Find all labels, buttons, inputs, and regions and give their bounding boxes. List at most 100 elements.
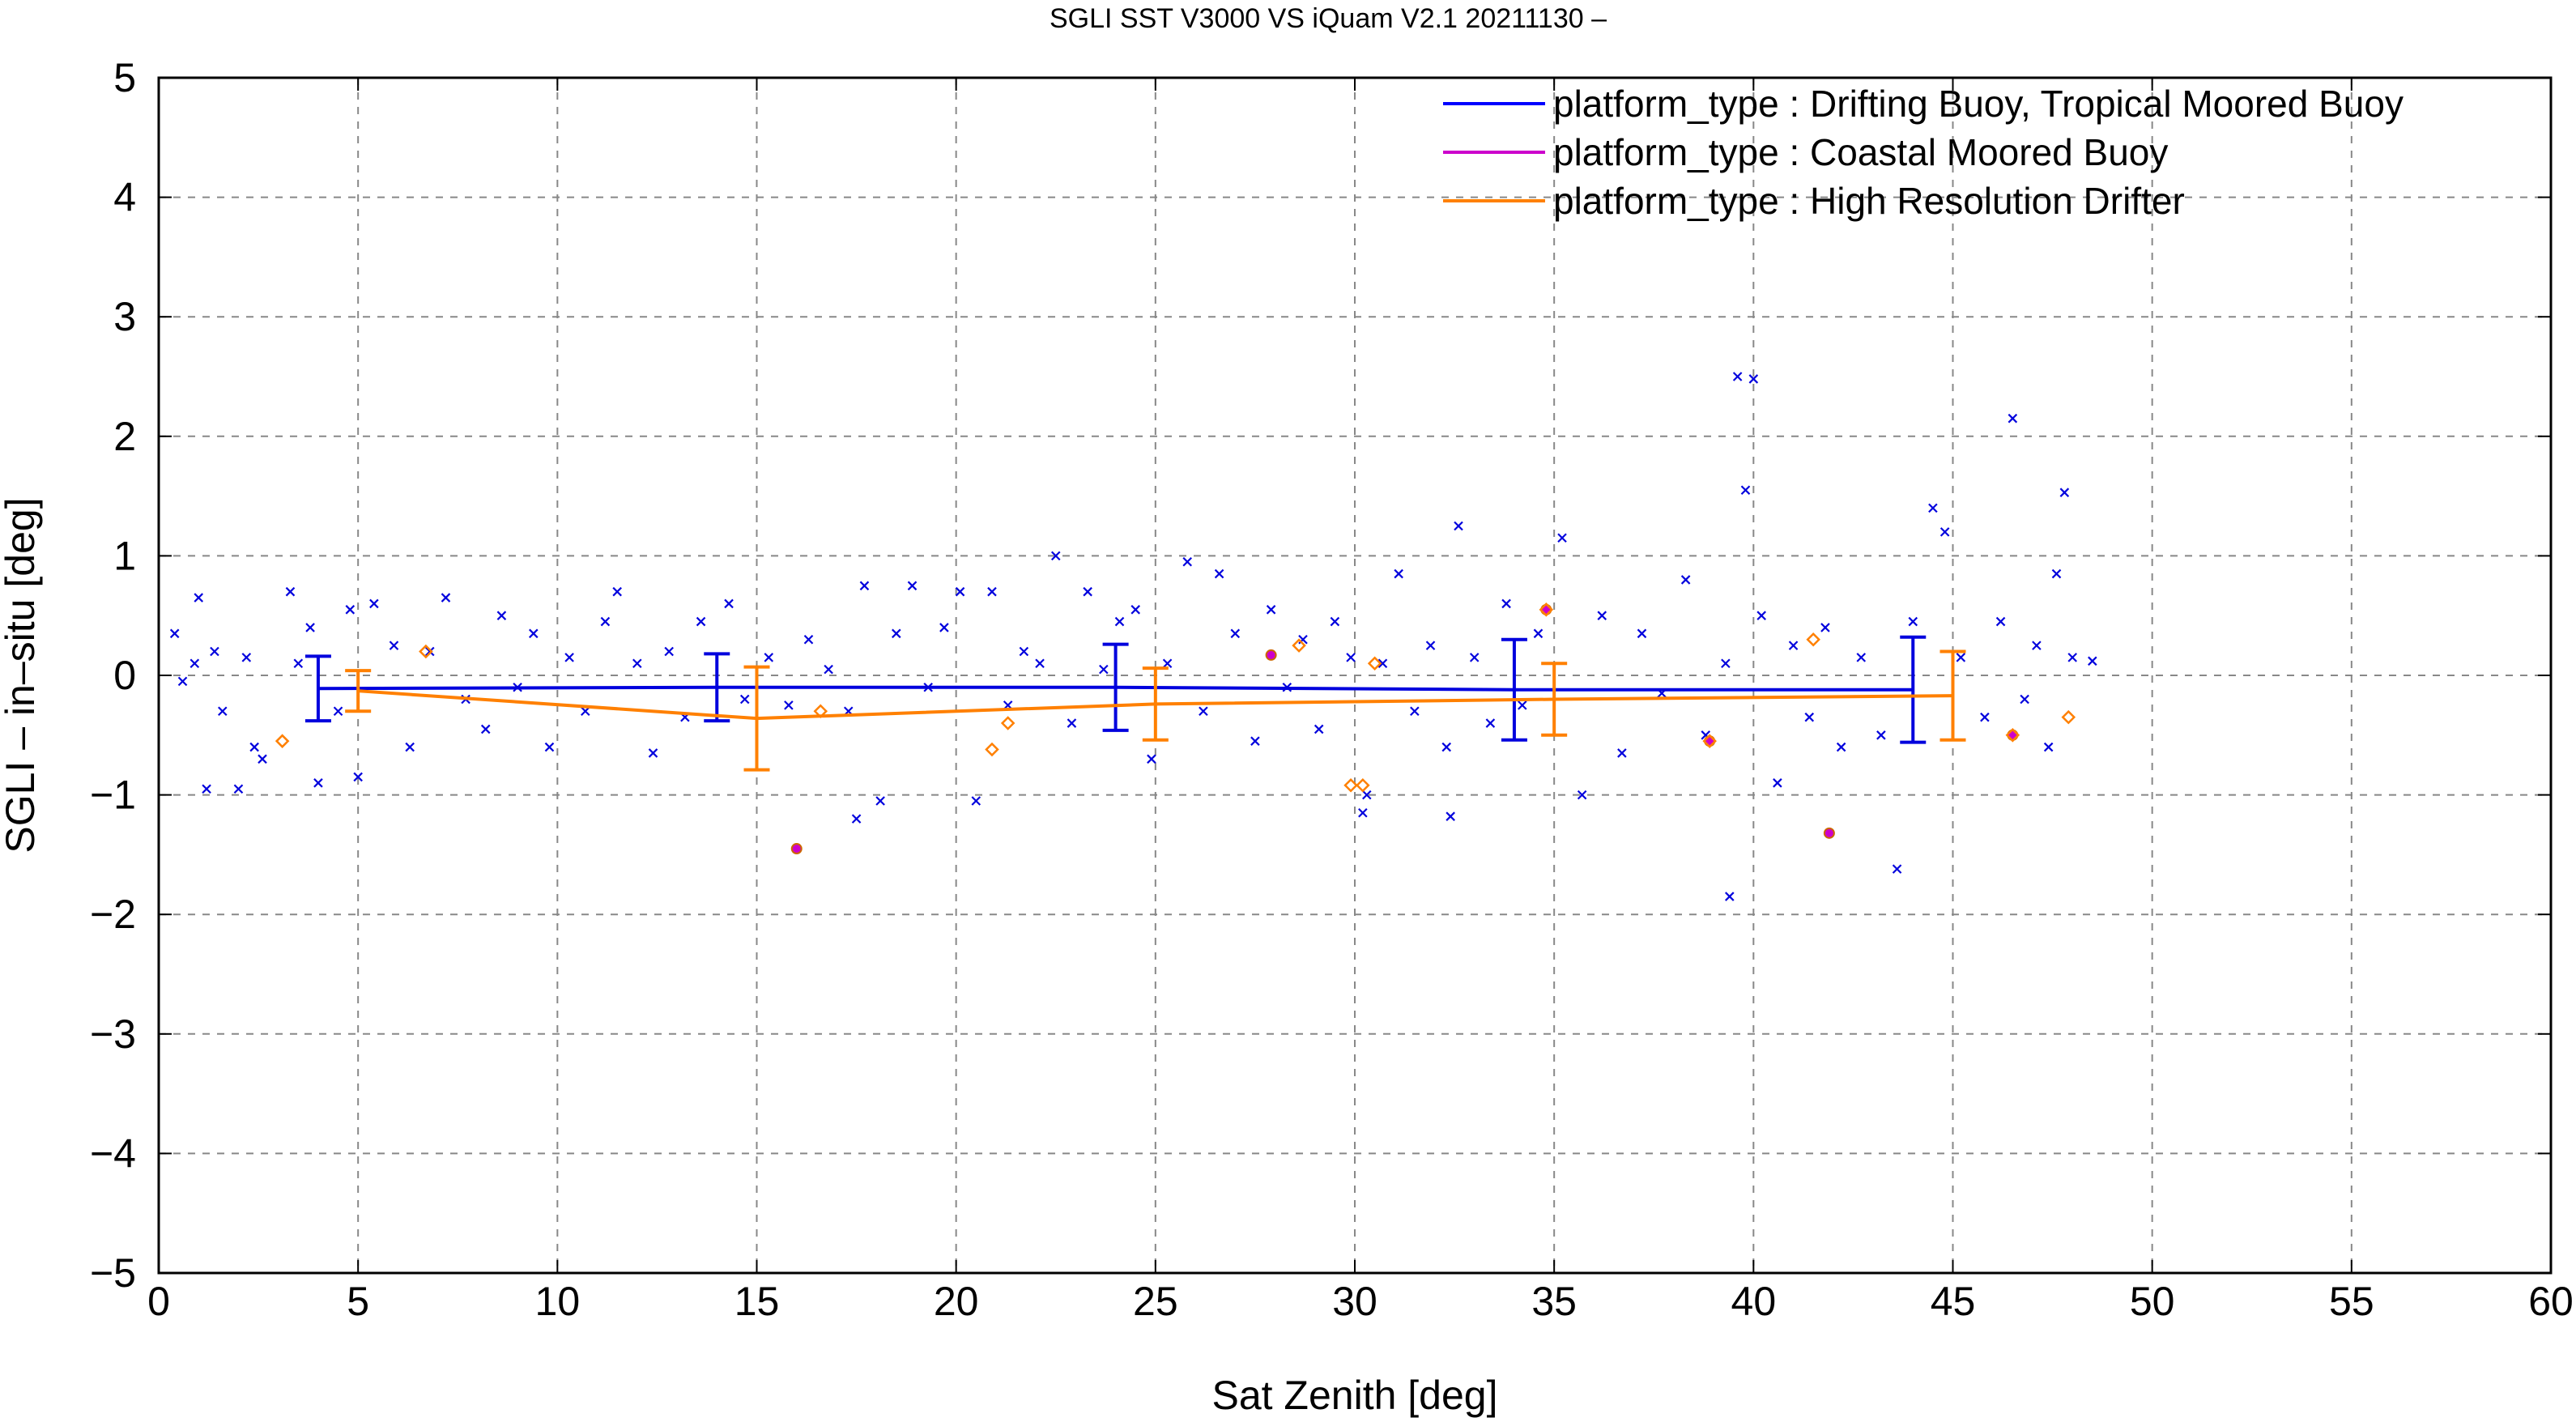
- data-point-mark: [1533, 628, 1543, 639]
- data-point-drifting-buoy: [892, 628, 901, 639]
- data-point-drifting-buoy: [1199, 706, 1208, 717]
- data-point-mark: [1425, 641, 1436, 650]
- data-point-drifting-buoy: [202, 784, 211, 794]
- data-point-mark: [955, 586, 965, 597]
- data-point-drifting-buoy: [425, 646, 435, 657]
- data-point-drifting-buoy: [1721, 658, 1731, 669]
- data-point-mark: [1856, 653, 1867, 662]
- data-point-drifting-buoy: [648, 748, 658, 758]
- y-tick-label: 3: [113, 294, 136, 339]
- data-point-high-resolution-drifter: [1702, 734, 1717, 748]
- data-point-drifting-buoy: [724, 598, 734, 609]
- data-point-mark: [1577, 790, 1587, 800]
- data-point-mark: [313, 778, 323, 788]
- data-point-drifting-buoy: [1330, 616, 1340, 627]
- data-point-drifting-buoy: [1314, 724, 1324, 734]
- data-point-drifting-buoy: [258, 754, 267, 764]
- error-bar: [345, 669, 372, 713]
- data-point-drifting-buoy: [2032, 641, 2042, 650]
- data-point-mark: [2043, 742, 2054, 752]
- data-point-drifting-buoy: [851, 814, 862, 824]
- data-point-mark: [1820, 623, 1830, 632]
- data-point-mark: [1980, 712, 1990, 722]
- y-tick-label: −5: [90, 1250, 136, 1296]
- grid-lines: [159, 78, 2551, 1273]
- data-point-mark: [1083, 586, 1092, 597]
- data-point-mark: [1114, 616, 1125, 627]
- data-point-high-resolution-drifter: [1367, 656, 1382, 671]
- data-point-coastal-moored-buoy: [790, 843, 803, 855]
- data-point-drifting-buoy: [313, 778, 323, 788]
- error-bar: [704, 652, 730, 723]
- data-point-drifting-buoy: [1637, 628, 1647, 639]
- data-point-drifting-buoy: [632, 658, 642, 669]
- data-point-mark: [1099, 664, 1109, 675]
- data-point-drifting-buoy: [1732, 372, 1743, 381]
- data-point-mark: [1454, 521, 1463, 531]
- data-point-mark: [648, 748, 658, 758]
- data-point-mark: [1130, 605, 1140, 615]
- data-point-mark: [1756, 611, 1766, 620]
- data-point-drifting-buoy: [169, 628, 180, 639]
- data-point-mark: [600, 616, 611, 627]
- data-point-drifting-buoy: [1067, 718, 1077, 728]
- data-point-drifting-buoy: [739, 694, 750, 705]
- legend-label: platform_type : Coastal Moored Buoy: [1553, 131, 2168, 173]
- data-point-drifting-buoy: [1485, 718, 1496, 728]
- data-point-drifting-buoy: [1394, 568, 1403, 579]
- data-point-mark: [2059, 487, 2070, 497]
- data-point-drifting-buoy: [345, 605, 356, 615]
- data-point-mark: [2032, 641, 2042, 650]
- data-point-drifting-buoy: [1597, 611, 1607, 620]
- data-point-drifting-buoy: [1182, 557, 1192, 567]
- data-point-drifting-buoy: [1361, 790, 1372, 800]
- data-point-drifting-buoy: [233, 784, 244, 794]
- data-point-drifting-buoy: [1099, 664, 1109, 675]
- data-point-drifting-buoy: [496, 611, 507, 620]
- data-point-mark: [389, 641, 399, 650]
- data-point-mark: [1346, 653, 1356, 662]
- data-point-mark: [1773, 778, 1782, 788]
- data-point-mark: [1441, 742, 1452, 752]
- data-point-drifting-buoy: [1756, 611, 1766, 620]
- data-point-mark: [632, 658, 642, 669]
- plot-frame: [157, 76, 2553, 1275]
- data-point-drifting-buoy: [217, 706, 228, 717]
- data-point-mark: [1469, 653, 1480, 662]
- y-tick-label: 2: [113, 414, 136, 459]
- data-point-drifting-buoy: [1446, 811, 1455, 821]
- data-point-mark: [696, 616, 706, 627]
- data-point-mark: [353, 772, 363, 782]
- data-point-mark: [581, 706, 590, 717]
- data-point-high-resolution-drifter: [275, 734, 290, 748]
- data-point-drifting-buoy: [241, 653, 252, 662]
- data-point-mark: [1067, 718, 1077, 728]
- data-point-mark: [971, 796, 981, 806]
- data-point-mark: [233, 784, 244, 794]
- data-point-mark: [1501, 598, 1511, 609]
- data-point-mark: [739, 694, 750, 705]
- data-point-mark: [1035, 658, 1045, 669]
- data-point-drifting-buoy: [987, 586, 997, 597]
- x-tick-label: 30: [1332, 1279, 1377, 1324]
- data-point-drifting-buoy: [1980, 712, 1990, 722]
- data-point-mark: [1721, 658, 1731, 669]
- data-point-drifting-buoy: [1773, 778, 1782, 788]
- y-tick-label: 1: [113, 533, 136, 578]
- data-point-drifting-buoy: [1114, 616, 1125, 627]
- x-tick-label: 20: [934, 1279, 979, 1324]
- data-point-mark: [907, 581, 918, 591]
- data-point-drifting-buoy: [529, 628, 539, 639]
- data-point-drifting-buoy: [1441, 742, 1452, 752]
- y-tick-label: 4: [113, 175, 136, 220]
- data-point-mark: [305, 623, 315, 632]
- data-point-drifting-buoy: [1130, 605, 1140, 615]
- data-point-drifting-buoy: [293, 658, 304, 669]
- data-point-drifting-buoy: [1050, 551, 1061, 561]
- data-point-high-resolution-drifter: [2061, 709, 2076, 725]
- data-point-drifting-buoy: [441, 593, 451, 602]
- data-point-drifting-buoy: [1346, 653, 1356, 662]
- data-point-mark: [612, 586, 622, 597]
- data-point-drifting-buoy: [544, 742, 555, 752]
